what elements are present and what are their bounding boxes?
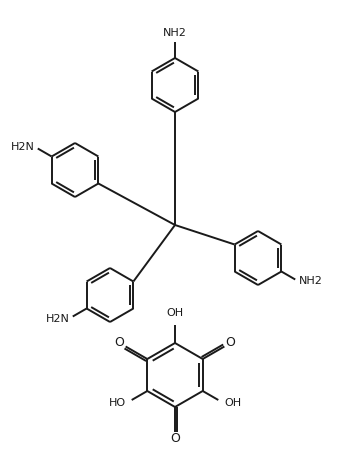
- Text: NH2: NH2: [163, 28, 187, 38]
- Text: H2N: H2N: [46, 314, 69, 324]
- Text: O: O: [115, 336, 124, 349]
- Text: HO: HO: [108, 398, 126, 408]
- Text: H2N: H2N: [11, 141, 34, 152]
- Text: OH: OH: [167, 308, 184, 318]
- Text: O: O: [225, 336, 235, 349]
- Text: OH: OH: [224, 398, 241, 408]
- Text: O: O: [170, 432, 180, 446]
- Text: NH2: NH2: [299, 276, 323, 286]
